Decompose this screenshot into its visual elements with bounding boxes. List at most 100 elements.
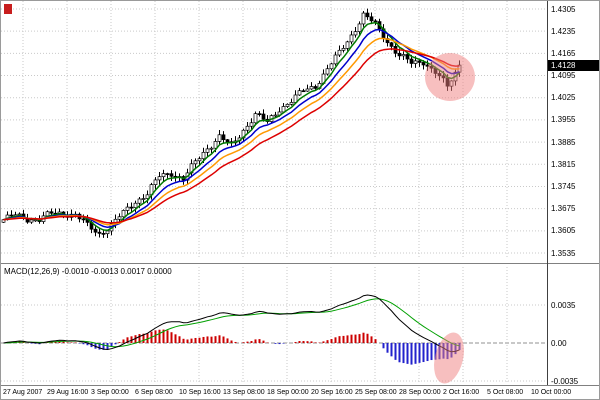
macd-histogram-bar (398, 343, 401, 363)
candle-body (397, 52, 402, 57)
macd-histogram-bar (122, 339, 125, 343)
candle-body (153, 179, 158, 185)
candle-body (365, 12, 370, 18)
candle-body (201, 151, 206, 160)
price-axis-label: 1.3605 (551, 226, 576, 236)
price-axis-label: 1.4165 (551, 48, 576, 58)
macd-histogram-bar (174, 334, 177, 343)
macd-histogram-bar (306, 341, 309, 343)
macd-histogram-bar (130, 336, 133, 343)
candle-body (157, 176, 162, 181)
macd-axis-label: 0.00 (551, 338, 567, 348)
candle-body (341, 48, 346, 51)
candle-body (421, 62, 426, 66)
candle-body (193, 160, 198, 165)
macd-histogram-bar (354, 334, 357, 343)
candle-body (1, 219, 6, 223)
macd-axis-label: -0.0035 (551, 376, 579, 386)
macd-histogram-bar (358, 334, 361, 343)
current-price-badge: 1.4128 (548, 60, 599, 71)
macd-histogram-bar (234, 341, 237, 343)
price-axis-label: 1.3535 (551, 248, 576, 258)
macd-histogram-bar (338, 336, 341, 343)
price-axis-label: 1.4095 (551, 71, 576, 81)
candle-body (373, 20, 378, 23)
highlight-circle-price (425, 53, 475, 101)
symbol-marker-icon (4, 4, 12, 14)
macd-indicator-label: MACD(12,26,9) -0.0010 -0.0013 0.0017 0.0… (4, 267, 172, 276)
candle-body (301, 90, 306, 93)
macd-histogram-bar (246, 341, 249, 343)
macd-histogram-bar (94, 343, 97, 349)
candle-body (409, 58, 414, 64)
macd-histogram-bar (434, 343, 437, 360)
time-axis-label: 18 Sep 00:00 (267, 389, 309, 396)
macd-histogram-bar (386, 343, 389, 353)
macd-histogram-bar (262, 340, 265, 343)
candle-body (249, 122, 254, 127)
price-axis-label: 1.4305 (551, 4, 576, 14)
macd-histogram-bar (182, 338, 185, 343)
candle-body (389, 42, 394, 47)
candle-body (329, 63, 334, 70)
macd-histogram-bar (226, 338, 229, 343)
candle-body (309, 86, 314, 90)
macd-histogram-bar (38, 343, 41, 345)
macd-histogram-bar (198, 337, 201, 343)
macd-histogram-bar (242, 342, 245, 343)
time-axis-label: 6 Sep 08:00 (135, 389, 173, 396)
highlight-circle-macd (434, 332, 464, 384)
macd-histogram-bar (186, 339, 189, 343)
time-axis-label: 10 Sep 16:00 (179, 389, 221, 396)
time-axis-label: 20 Sep 16:00 (311, 389, 353, 396)
candle-body (345, 41, 350, 49)
time-axis-label: 13 Sep 08:00 (223, 389, 265, 396)
candle-body (125, 206, 130, 211)
candle-body (217, 134, 222, 142)
macd-histogram-bar (138, 334, 141, 343)
candle-body (401, 54, 406, 57)
macd-histogram-bar (394, 343, 397, 360)
candle-body (145, 194, 150, 199)
candle-body (245, 125, 250, 131)
time-axis-label: 5 Oct 08:00 (487, 389, 524, 396)
macd-signal-line (3, 298, 460, 348)
macd-histogram-bar (142, 333, 145, 343)
macd-histogram-bar (382, 343, 385, 349)
candle-body (337, 49, 342, 56)
candle-body (205, 148, 210, 153)
macd-histogram-bar (30, 343, 33, 344)
macd-histogram-bar (298, 341, 301, 343)
macd-histogram-bar (82, 343, 85, 345)
candle-body (257, 113, 262, 115)
candle-body (17, 213, 22, 216)
candle-body (45, 211, 50, 217)
candle-body (369, 16, 374, 22)
candle-body (141, 198, 146, 200)
macd-histogram-bar (194, 337, 197, 343)
candle-body (9, 214, 14, 217)
candle-body (313, 86, 318, 89)
macd-histogram-bar (422, 343, 425, 363)
macd-histogram-bar (418, 343, 421, 363)
candle-body (349, 34, 354, 43)
candle-body (357, 23, 362, 32)
macd-histogram-bar (302, 341, 305, 343)
price-axis-label: 1.3675 (551, 204, 576, 214)
price-axis-label: 1.4025 (551, 93, 576, 103)
macd-histogram-bar (158, 329, 161, 343)
macd-histogram-bar (34, 343, 37, 344)
candle-body (221, 134, 226, 141)
candle-body (101, 233, 106, 235)
macd-histogram-bar (70, 342, 73, 343)
macd-histogram-bar (430, 343, 433, 361)
macd-histogram-bar (322, 341, 325, 343)
macd-histogram-bar (134, 335, 137, 343)
candle-body (105, 230, 110, 235)
macd-histogram-bar (98, 343, 101, 350)
candle-body (213, 141, 218, 149)
candle-body (273, 114, 278, 117)
macd-histogram-bar (350, 334, 353, 343)
